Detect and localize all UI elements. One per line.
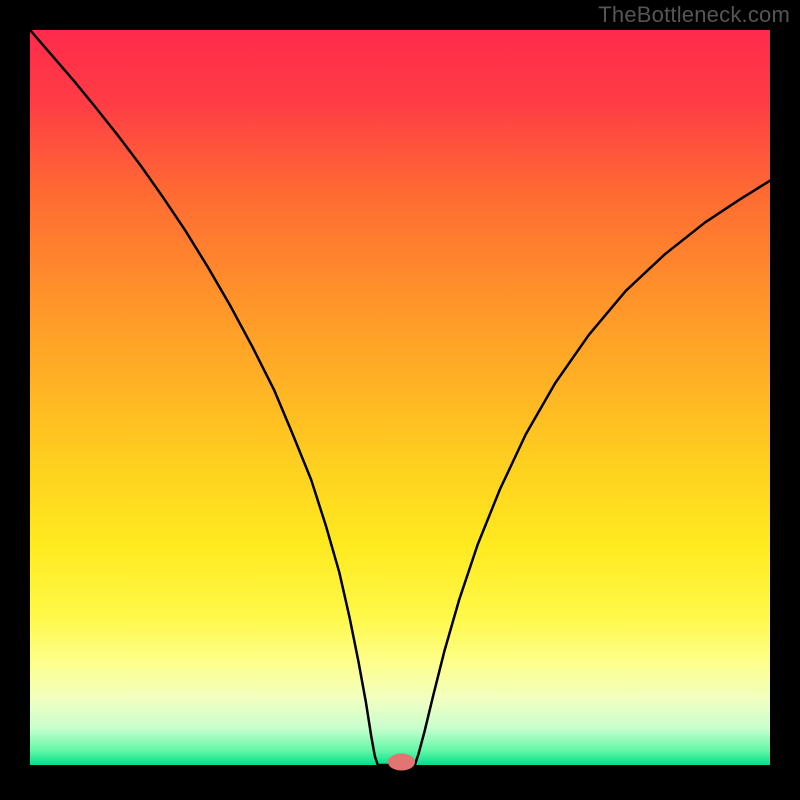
watermark-text: TheBottleneck.com [598, 2, 790, 28]
optimum-marker [388, 754, 414, 770]
plot-background [30, 30, 770, 765]
bottleneck-chart [0, 0, 800, 800]
chart-stage: TheBottleneck.com [0, 0, 800, 800]
